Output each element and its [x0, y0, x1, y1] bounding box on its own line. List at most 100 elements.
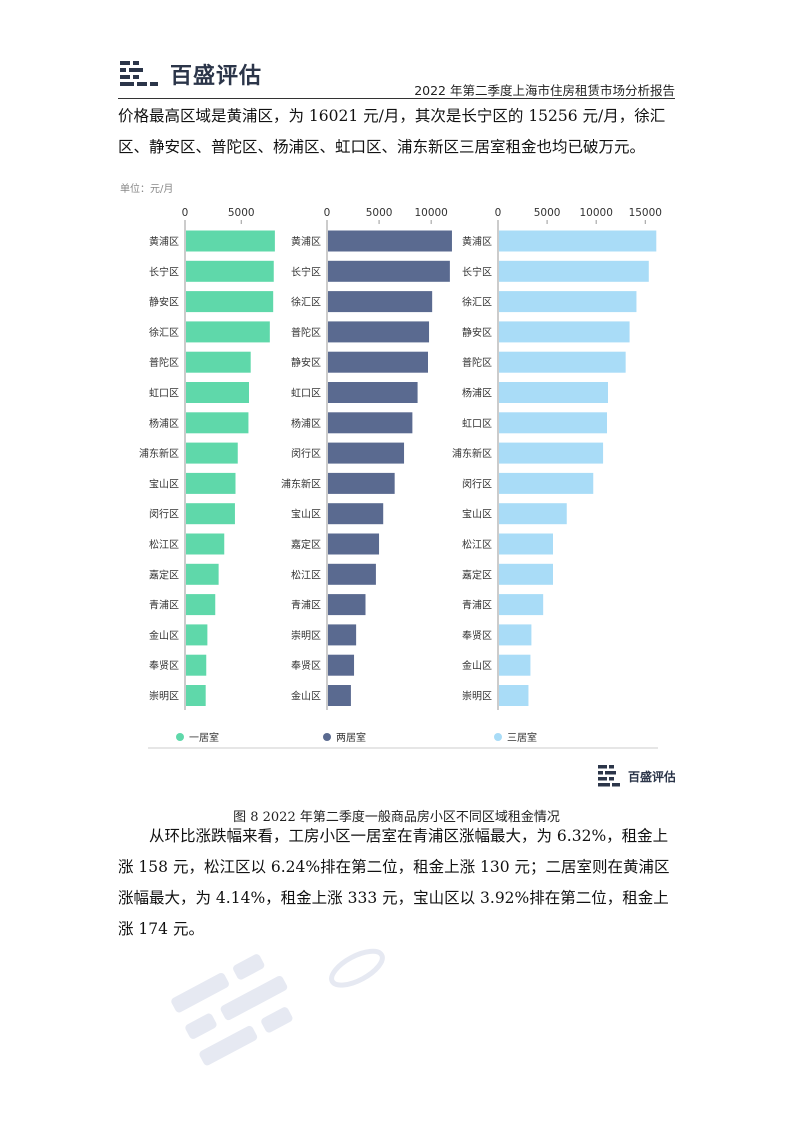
category-label: 宝山区	[291, 508, 321, 521]
bar	[186, 382, 249, 403]
unit-label: 单位：元/月	[120, 182, 173, 195]
category-label: 黄浦区	[291, 235, 321, 248]
tick-label: 10000	[414, 207, 447, 219]
category-label: 普陀区	[462, 356, 492, 369]
bar	[328, 382, 418, 403]
category-label: 静安区	[149, 296, 179, 309]
category-label: 徐汇区	[149, 326, 179, 339]
bar	[328, 230, 452, 252]
bar	[328, 260, 450, 282]
bar	[328, 472, 395, 494]
category-label: 浦东新区	[452, 447, 492, 460]
category-label: 奉贤区	[462, 629, 492, 642]
report-title: 2022 年第二季度上海市住房租赁市场分析报告	[414, 83, 675, 98]
brand-name: 百盛评估	[170, 64, 263, 89]
bar	[499, 382, 608, 403]
paragraph-analysis: 从环比涨跌幅来看，工房小区一居室在青浦区涨幅最大，为 6.32%，租金上涨 15…	[118, 827, 670, 938]
category-label: 黄浦区	[149, 235, 179, 248]
chart-brand-mark	[598, 783, 610, 787]
category-label: 虹口区	[462, 418, 492, 430]
figure-caption: 图 8 2022 年第二季度一般商品房小区不同区域租金情况	[233, 810, 560, 825]
category-label: 金山区	[462, 659, 492, 672]
bar	[499, 685, 529, 706]
category-label: 奉贤区	[149, 659, 179, 672]
bar	[186, 654, 207, 676]
tick-label: 15000	[629, 207, 662, 219]
bar	[328, 442, 405, 464]
bar	[328, 412, 413, 434]
category-label: 浦东新区	[139, 447, 179, 460]
legend-label: 两居室	[336, 731, 366, 744]
bar	[186, 230, 275, 252]
category-label: 宝山区	[462, 508, 492, 521]
bar	[328, 533, 380, 555]
bar	[499, 503, 567, 525]
bar	[186, 685, 206, 706]
paragraph-intro: 价格最高区域是黄浦区，为 16021 元/月，其次是长宁区的 15256 元/月…	[118, 107, 666, 156]
category-label: 静安区	[291, 356, 321, 369]
category-label: 崇明区	[149, 691, 179, 703]
category-label: 普陀区	[149, 356, 179, 369]
category-label: 闵行区	[149, 508, 179, 521]
category-label: 嘉定区	[291, 538, 321, 551]
category-label: 浦东新区	[281, 477, 321, 490]
bar	[328, 503, 384, 525]
chart-brand-mark	[598, 765, 607, 769]
category-label: 松江区	[291, 568, 321, 581]
bar	[499, 291, 637, 313]
bar	[328, 351, 428, 373]
tick-label: 0	[182, 207, 189, 219]
category-label: 松江区	[462, 538, 492, 551]
bar	[499, 563, 553, 585]
category-label: 闵行区	[291, 447, 321, 460]
category-label: 金山区	[149, 629, 179, 642]
bar	[328, 563, 376, 585]
category-label: 宝山区	[149, 477, 179, 490]
legend-label: 一居室	[189, 731, 219, 744]
chart-brand-mark	[598, 777, 607, 781]
bar	[328, 654, 355, 676]
category-label: 虹口区	[149, 388, 179, 400]
category-label: 长宁区	[149, 265, 179, 278]
bar	[186, 260, 274, 282]
chart-brand-mark	[612, 783, 620, 787]
category-label: 长宁区	[291, 265, 321, 278]
chart-brand-mark	[609, 777, 614, 781]
bar	[499, 654, 531, 676]
bar	[499, 321, 630, 343]
category-label: 杨浦区	[291, 417, 321, 430]
category-label: 青浦区	[291, 599, 321, 612]
category-label: 杨浦区	[462, 387, 492, 400]
tick-label: 5000	[228, 207, 255, 219]
legend-marker	[323, 733, 331, 741]
category-label: 静安区	[462, 326, 492, 339]
bar	[499, 472, 594, 494]
chart-brand-mark	[598, 771, 603, 775]
bar	[186, 594, 216, 616]
category-label: 嘉定区	[149, 568, 179, 581]
bar	[186, 351, 251, 373]
category-label: 松江区	[149, 538, 179, 551]
bar	[499, 533, 553, 555]
bar	[186, 503, 235, 525]
category-label: 嘉定区	[462, 568, 492, 581]
category-label: 长宁区	[462, 265, 492, 278]
category-label: 金山区	[291, 690, 321, 703]
bar	[328, 594, 366, 616]
bar	[328, 321, 430, 343]
brand-mark-icon	[120, 61, 158, 86]
chart-brand-mark	[609, 765, 614, 769]
tick-label: 5000	[534, 207, 561, 219]
bar	[328, 685, 351, 706]
category-label: 闵行区	[462, 477, 492, 490]
legend-marker	[176, 733, 184, 741]
bar	[186, 321, 270, 343]
bar	[499, 594, 544, 616]
bar	[328, 291, 433, 313]
category-label: 崇明区	[462, 691, 492, 703]
bar	[186, 624, 208, 646]
category-label: 黄浦区	[462, 235, 492, 248]
chart-brand-name: 百盛评估	[628, 769, 675, 784]
category-label: 青浦区	[462, 599, 492, 612]
bar	[499, 624, 532, 646]
